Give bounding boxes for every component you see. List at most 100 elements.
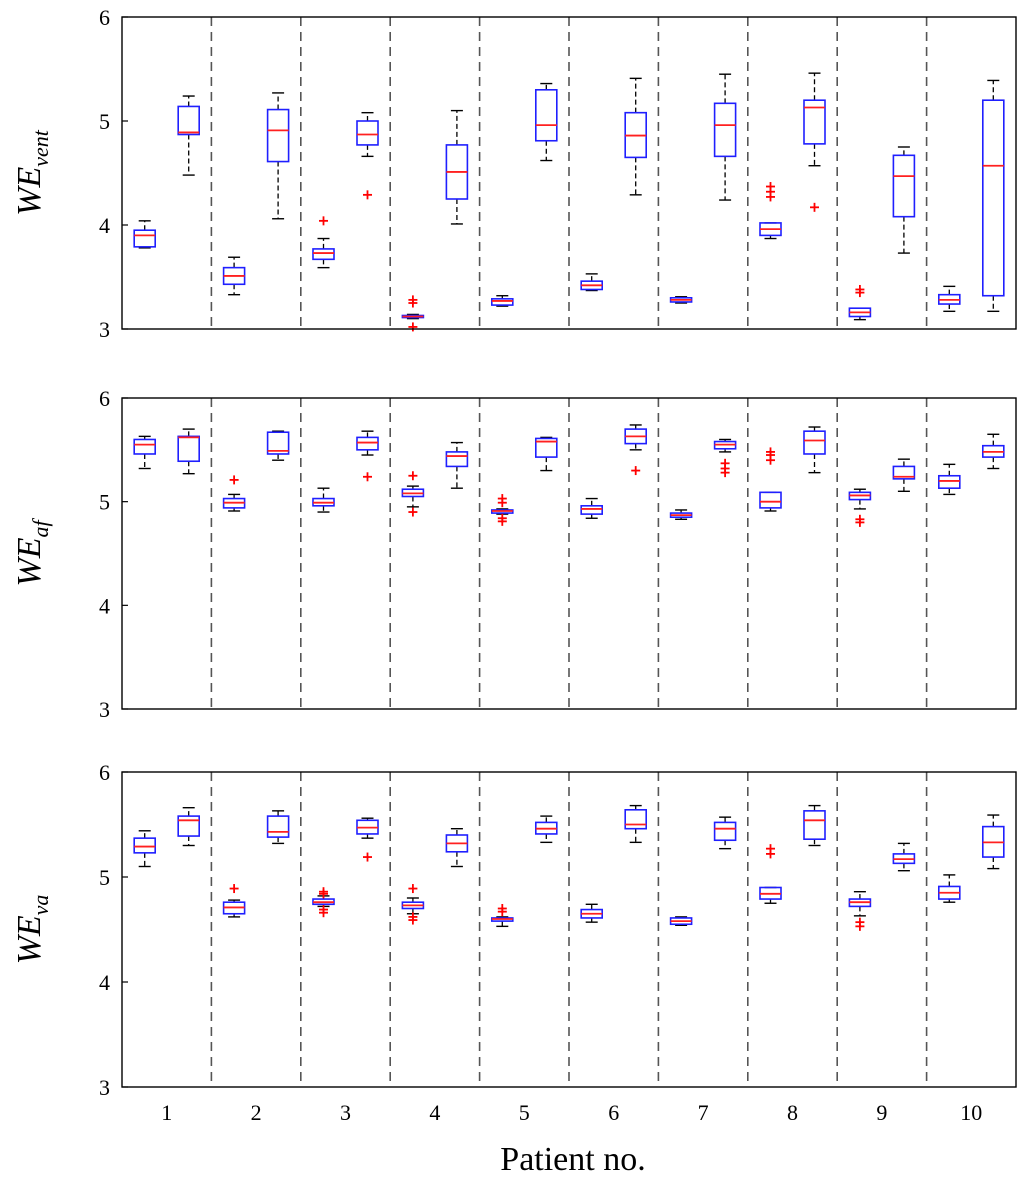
x-tick-label: 9: [876, 1100, 887, 1125]
outlier-marker: [319, 887, 328, 897]
box-patient-5-b: [534, 82, 558, 162]
box-patient-7-a: [669, 916, 693, 926]
box-iqr: [266, 108, 290, 163]
box-patient-9-a: [848, 284, 872, 321]
x-tick-label: 10: [960, 1100, 982, 1125]
box-patient-4-a: [401, 884, 425, 925]
outlier-marker: [319, 905, 328, 915]
y-axis-title-subscript: va: [28, 895, 53, 916]
outlier-marker: [408, 322, 418, 332]
box-patient-6-b: [624, 424, 648, 476]
box-patient-6-a: [580, 903, 604, 923]
box-patient-2-a: [222, 475, 246, 512]
box-iqr: [133, 229, 156, 248]
y-tick-label: 4: [99, 593, 110, 618]
y-tick-label: 6: [99, 760, 110, 785]
box-patient-5-a: [490, 295, 514, 307]
box-iqr: [177, 815, 200, 837]
box-patient-9-a: [848, 488, 872, 527]
y-axis-title: WEaf: [11, 518, 53, 587]
box-patient-6-a: [580, 273, 604, 292]
x-tick-label: 6: [608, 1100, 619, 1125]
box-iqr: [937, 474, 961, 489]
box-iqr: [445, 451, 469, 468]
box-iqr: [803, 430, 826, 455]
outlier-marker: [855, 917, 865, 927]
box-iqr: [981, 99, 1005, 297]
box-patient-2-b: [266, 92, 290, 220]
box-patient-8-a: [759, 844, 782, 904]
box-patient-9-b: [892, 458, 916, 492]
outlier-marker: [229, 884, 239, 894]
box-iqr: [266, 815, 290, 838]
box-patient-5-a: [490, 904, 514, 928]
box-patient-3-a: [312, 887, 335, 918]
y-axis-title: WEva: [11, 895, 53, 965]
box-patient-4-b: [445, 109, 469, 225]
outlier-marker: [497, 513, 507, 523]
outlier-marker: [363, 472, 372, 482]
box-patient-10-a: [937, 285, 961, 313]
outlier-marker: [497, 904, 507, 913]
outlier-marker: [363, 852, 372, 862]
y-tick-label: 3: [99, 317, 110, 342]
box-iqr: [133, 837, 156, 854]
box-patient-3-a: [312, 216, 335, 269]
box-patient-8-a: [759, 447, 782, 512]
y-axis-title-main: WE: [11, 915, 48, 964]
box-patient-1-a: [133, 435, 156, 470]
box-patient-7-b: [713, 816, 737, 850]
y-tick-label: 5: [99, 490, 110, 515]
box-patient-7-b: [713, 438, 737, 478]
box-iqr: [892, 154, 916, 218]
box-patient-9-b: [892, 146, 916, 254]
x-tick-label: 3: [340, 1100, 351, 1125]
panel-2: 3 4 5 6 WEaf: [11, 386, 1017, 722]
box-iqr: [713, 821, 737, 842]
panel-1: 3 4 5 6 WEvent: [11, 5, 1017, 342]
box-patient-4-b: [445, 441, 469, 489]
box-iqr: [133, 438, 156, 455]
box-patient-1-b: [177, 428, 200, 475]
y-axis-title-main: WE: [11, 167, 48, 216]
outlier-marker: [855, 514, 865, 524]
box-iqr: [803, 99, 826, 145]
box-patient-2-a: [222, 256, 246, 296]
box-patient-6-b: [624, 804, 648, 844]
y-tick-label: 3: [99, 697, 110, 722]
outlier-marker: [408, 295, 418, 305]
box-iqr: [534, 89, 558, 142]
box-patient-1-a: [133, 220, 156, 249]
y-tick-label: 5: [99, 865, 110, 890]
box-iqr: [803, 810, 826, 840]
box-patient-3-b: [356, 817, 379, 862]
box-patient-10-a: [937, 874, 961, 903]
box-patient-10-b: [981, 814, 1005, 870]
outlier-marker: [363, 190, 372, 200]
box-patient-3-b: [356, 111, 379, 200]
outlier-marker: [810, 202, 819, 212]
outlier-marker: [766, 844, 775, 854]
y-axis-title-main: WE: [11, 537, 48, 586]
box-patient-5-b: [534, 815, 558, 844]
y-tick-label: 5: [99, 109, 110, 134]
box-iqr: [177, 435, 200, 463]
y-tick-label: 4: [99, 213, 110, 238]
box-iqr: [312, 248, 335, 261]
y-axis-title: WEvent: [11, 129, 53, 216]
panel-3: 3 4 5 6 WEva: [11, 760, 1017, 1100]
box-iqr: [580, 505, 604, 515]
box-patient-3-a: [312, 487, 335, 513]
box-patient-10-b: [981, 79, 1005, 313]
outlier-marker: [408, 912, 418, 922]
outlier-marker: [408, 884, 418, 894]
x-tick-label: 5: [519, 1100, 530, 1125]
box-patient-8-b: [803, 804, 826, 847]
box-patient-5-b: [534, 436, 558, 472]
outlier-marker: [497, 494, 507, 504]
y-tick-label: 6: [99, 5, 110, 30]
box-patient-8-b: [803, 72, 826, 212]
box-patient-6-a: [580, 497, 604, 519]
box-iqr: [266, 431, 290, 455]
box-patient-10-a: [937, 463, 961, 496]
